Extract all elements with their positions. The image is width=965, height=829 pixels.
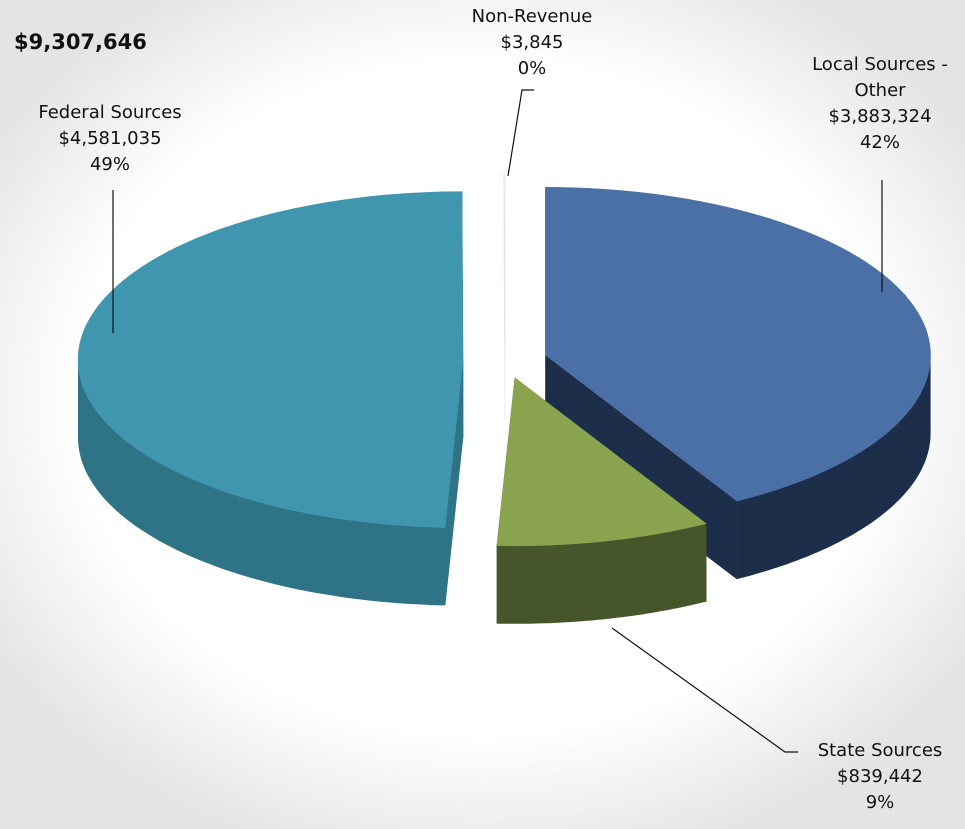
label-value: $3,883,324 — [828, 106, 932, 127]
data-label: State Sources $839,442 9% — [795, 738, 965, 816]
slice — [503, 173, 506, 342]
slice-wall — [736, 355, 931, 580]
slice — [77, 191, 464, 528]
data-label: Federal Sources $4,581,035 49% — [10, 100, 210, 178]
slice-wall — [496, 523, 707, 624]
label-percent: 42% — [859, 132, 900, 153]
chart-title: $9,307,646 — [14, 30, 147, 54]
label-percent: 49% — [89, 154, 130, 175]
label-percent: 9% — [865, 792, 895, 813]
leader-line — [611, 627, 798, 753]
label-name: Local Sources - Other — [812, 54, 948, 101]
label-name: Federal Sources — [38, 102, 182, 123]
label-value: $839,442 — [837, 766, 923, 787]
slice — [545, 187, 931, 502]
data-label: Non-Revenue $3,845 0% — [442, 4, 622, 82]
slice — [496, 377, 707, 547]
label-name: Non-Revenue — [471, 6, 593, 27]
label-value: $4,581,035 — [58, 128, 162, 149]
data-label: Local Sources - Other $3,883,324 42% — [790, 52, 965, 156]
slice-wall — [78, 359, 446, 606]
leader-line — [507, 89, 534, 177]
label-value: $3,845 — [500, 32, 564, 53]
label-name: State Sources — [817, 740, 943, 761]
label-percent: 0% — [517, 58, 547, 79]
